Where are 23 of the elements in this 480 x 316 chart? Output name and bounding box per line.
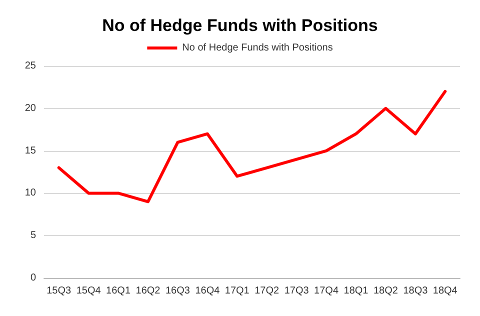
chart-title: No of Hedge Funds with Positions	[102, 16, 378, 35]
x-tick-label: 16Q2	[136, 286, 161, 296]
x-tick-label: 16Q1	[106, 286, 131, 296]
x-tick-label: 18Q2	[373, 286, 398, 296]
x-tick-label: 18Q1	[344, 286, 369, 296]
x-tick-label: 16Q4	[195, 286, 220, 296]
x-tick-label: 16Q3	[165, 286, 190, 296]
x-tick-label: 18Q4	[432, 286, 458, 296]
x-tick-label: 17Q2	[254, 286, 280, 296]
legend-label: No of Hedge Funds with Positions	[182, 42, 333, 54]
line-series	[57, 90, 447, 204]
y-tick-label: 25	[24, 60, 36, 72]
x-tick-label: 15Q4	[76, 286, 102, 296]
x-tick-label: 17Q3	[284, 286, 310, 296]
x-tick-label: 17Q1	[224, 286, 250, 296]
y-tick-label: 5	[30, 230, 36, 242]
x-tick-label: 15Q3	[46, 286, 72, 296]
y-tick-label: 15	[24, 145, 36, 156]
y-tick-label: 10	[24, 188, 36, 199]
x-tick-label: 18Q3	[403, 286, 428, 296]
x-tick-label: 17Q4	[314, 286, 339, 296]
y-tick-label: 20	[24, 102, 36, 114]
y-tick-label: 0	[30, 272, 36, 284]
